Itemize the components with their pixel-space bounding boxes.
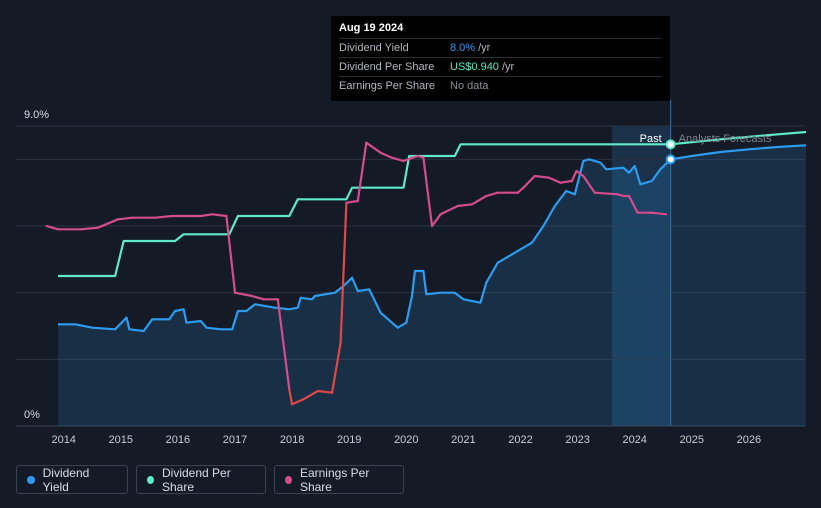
x-tick-label: 2020	[394, 434, 418, 446]
tooltip-value: No data	[450, 80, 489, 92]
legend-label: Dividend Per Share	[162, 465, 231, 494]
earnings-per-share-line-segment	[79, 226, 100, 231]
earnings-per-share-line-segment	[570, 169, 578, 183]
past-label: Past	[640, 133, 662, 145]
tooltip-label: Dividend Per Share	[339, 61, 435, 73]
earnings-per-share-line-segment	[211, 213, 228, 218]
legend-dot-icon	[147, 475, 154, 484]
hover-marker	[665, 154, 676, 165]
dividend-per-share-forecast-line	[670, 130, 807, 146]
hover-marker	[665, 139, 676, 150]
tooltip-value: 8.0%	[450, 42, 476, 54]
earnings-per-share-line-segment	[345, 199, 359, 204]
forecast-label: Analysts Forecasts	[679, 133, 772, 145]
tooltip: Aug 19 2024 Dividend Yield 8.0%/yr Divid…	[331, 16, 670, 101]
earnings-per-share-line-segment	[390, 156, 405, 163]
tooltip-date: Aug 19 2024	[339, 22, 404, 34]
tooltip-row-earnings-per-share: Earnings Per Share No data	[339, 76, 662, 95]
x-tick-label: 2026	[737, 434, 761, 446]
legend-label: Dividend Yield	[42, 465, 90, 494]
dividend-yield-area	[58, 159, 671, 427]
earnings-per-share-line-segment	[430, 213, 442, 228]
x-tick-label: 2025	[680, 434, 704, 446]
earnings-per-share-line-segment	[379, 151, 394, 159]
earnings-per-share-line-segment	[470, 194, 488, 206]
x-tick-label: 2014	[51, 434, 75, 446]
x-tick-label: 2016	[166, 434, 190, 446]
earnings-per-share-line-segment	[516, 186, 525, 194]
earnings-per-share-line-segment	[233, 291, 254, 298]
earnings-per-share-line-segment	[251, 294, 265, 301]
x-tick-label: 2017	[223, 434, 247, 446]
earnings-per-share-line-segment	[439, 204, 459, 216]
earnings-per-share-line-segment	[154, 214, 174, 219]
tooltip-row-dividend-per-share: Dividend Per Share US$0.940/yr	[339, 57, 662, 76]
x-tick-label: 2015	[109, 434, 133, 446]
earnings-per-share-line-segment	[582, 174, 596, 194]
x-tick-label: 2021	[451, 434, 475, 446]
earnings-per-share-line-segment	[225, 214, 237, 294]
earnings-per-share-line-segment	[116, 216, 134, 221]
x-tick-label: 2023	[565, 434, 589, 446]
earnings-per-share-line-segment	[339, 201, 348, 344]
dividend-yield-forecast-line	[670, 144, 807, 161]
earnings-per-share-line-segment	[45, 224, 60, 231]
y-axis-top-label: 9.0%	[24, 109, 49, 121]
earnings-per-share-line-segment	[522, 174, 536, 189]
earnings-per-share-line-segment	[96, 218, 120, 229]
dividend-per-share-line	[58, 143, 671, 278]
recent-past-shade	[611, 126, 671, 426]
tooltip-row-dividend-yield: Dividend Yield 8.0%/yr	[339, 38, 662, 57]
tooltip-suffix: /yr	[478, 42, 491, 54]
earnings-per-share-line-segment	[575, 169, 585, 178]
legend-earnings-per-share[interactable]: Earnings Per Share	[274, 465, 404, 494]
earnings-per-share-line-segment	[331, 341, 342, 394]
x-tick-label: 2018	[280, 434, 304, 446]
earnings-per-share-line-segment	[365, 141, 382, 154]
earnings-per-share-line-segment	[356, 141, 368, 203]
earnings-per-share-line-segment	[627, 194, 639, 214]
earnings-per-share-line-segment	[422, 156, 434, 228]
earnings-per-share-line-segment	[547, 176, 562, 184]
earnings-per-share-line-segment	[199, 213, 214, 218]
legend-dividend-per-share[interactable]: Dividend Per Share	[136, 465, 266, 494]
earnings-per-share-line-segment	[593, 191, 619, 196]
legend-dividend-yield[interactable]: Dividend Yield	[16, 465, 128, 494]
x-tick-label: 2019	[337, 434, 361, 446]
tooltip-value: US$0.940	[450, 61, 499, 73]
legend-dot-icon	[27, 475, 35, 484]
legend-label: Earnings Per Share	[299, 465, 370, 494]
earnings-per-share-line-segment	[650, 211, 668, 216]
dividend-yield-area	[670, 145, 806, 427]
legend-dot-icon	[285, 475, 292, 484]
earnings-per-share-line-segment	[302, 389, 319, 401]
tooltip-label: Dividend Yield	[339, 42, 409, 54]
earnings-per-share-line-segment	[559, 179, 574, 184]
earnings-per-share-line-segment	[485, 191, 499, 198]
earnings-per-share-line-segment	[316, 389, 334, 394]
earnings-per-share-line-segment	[456, 203, 474, 208]
y-axis-bottom-label: 0%	[24, 409, 40, 421]
tooltip-label: Earnings Per Share	[339, 80, 435, 92]
earnings-per-share-line-segment	[288, 388, 294, 406]
dividend-yield-line	[58, 158, 672, 333]
earnings-per-share-line-segment	[291, 398, 305, 406]
earnings-per-share-line-segment	[533, 174, 551, 179]
tooltip-suffix: /yr	[501, 61, 515, 73]
x-tick-label: 2024	[622, 434, 646, 446]
earnings-per-share-line-segment	[402, 154, 419, 163]
x-tick-label: 2022	[508, 434, 532, 446]
earnings-per-share-line-segment	[276, 298, 291, 391]
